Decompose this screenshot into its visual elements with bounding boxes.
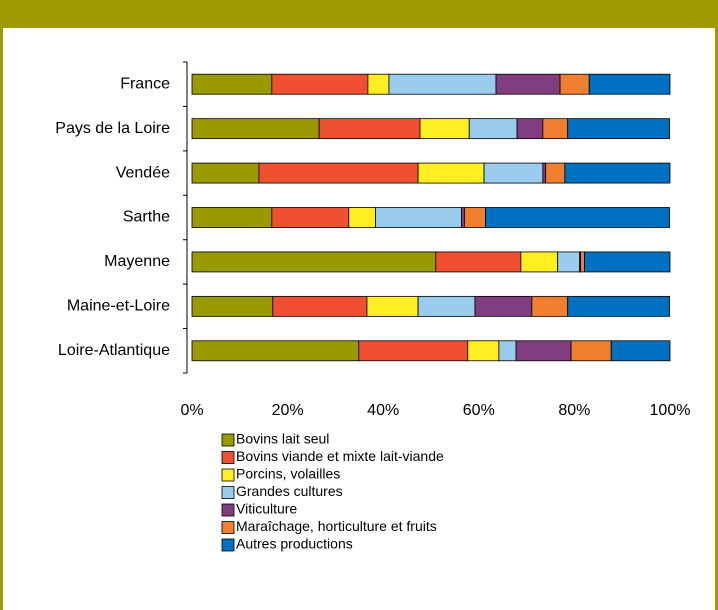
bar-segment	[542, 118, 569, 140]
bar-segment	[461, 207, 465, 228]
bar-segment	[191, 118, 320, 140]
bar-segment	[474, 295, 533, 317]
y-tick-label: France	[120, 75, 170, 92]
bar-segment	[464, 207, 486, 228]
bar-segment	[375, 207, 462, 228]
bar-segment	[419, 118, 470, 140]
bar-segment	[358, 340, 469, 362]
bar-segment	[516, 118, 544, 140]
legend-label: Viticulture	[236, 501, 297, 517]
bar-segment	[610, 340, 671, 362]
bar-segment	[191, 295, 274, 317]
bar-segment	[559, 73, 590, 95]
bar-segment	[191, 207, 273, 228]
bar-segment	[271, 73, 369, 95]
header-band	[0, 0, 718, 28]
bar-segment	[191, 73, 273, 95]
x-tick-label: 60%	[463, 402, 495, 419]
legend-swatch	[221, 521, 235, 534]
bar-segment	[388, 73, 497, 95]
bar-segment	[191, 340, 360, 362]
bar-segment	[483, 162, 544, 184]
bar-segment	[366, 295, 419, 317]
bar-segment	[584, 251, 671, 273]
bar-segment	[485, 207, 670, 228]
bar-segment	[258, 162, 419, 184]
legend-label: Bovins viande et mixte lait-viande	[236, 448, 444, 464]
bar-segment	[545, 162, 566, 184]
legend-label: Maraîchage, horticulture et fruits	[236, 518, 437, 534]
bar-segment	[271, 207, 350, 228]
bar-segment	[367, 73, 390, 95]
y-tick-label: Vendée	[116, 164, 170, 181]
bar-segment	[520, 251, 559, 273]
bar-segment	[191, 162, 260, 184]
bar-segment	[467, 340, 500, 362]
x-tick-label: 20%	[272, 402, 304, 419]
bar-segment	[570, 340, 612, 362]
legend-swatch	[221, 451, 235, 464]
legend-swatch	[221, 503, 235, 517]
bar-segment	[564, 162, 671, 184]
bar-segment	[498, 340, 517, 362]
y-tick-label: Pays de la Loire	[55, 120, 170, 137]
bar-segment	[531, 295, 569, 317]
bar-segment	[272, 295, 368, 317]
legend-label: Autres productions	[236, 536, 353, 552]
bar-segment	[435, 251, 522, 273]
bar-segment	[417, 295, 476, 317]
legend-swatch	[221, 433, 235, 447]
bar-segment	[567, 118, 670, 140]
x-tick-label: 0%	[180, 402, 203, 419]
x-tick-label: 40%	[367, 402, 399, 419]
frame-left	[0, 0, 3, 610]
legend-swatch	[221, 486, 235, 499]
x-tick-label: 80%	[558, 402, 590, 419]
bar-segment	[318, 118, 421, 140]
bar-segment	[542, 162, 547, 184]
legend-label: Grandes cultures	[236, 483, 343, 499]
x-tick-label: 100%	[650, 402, 691, 419]
y-tick-label: Mayenne	[104, 253, 170, 270]
bar-segment	[468, 118, 518, 140]
legend-label: Porcins, volailles	[236, 466, 340, 482]
legend-swatch	[221, 538, 235, 552]
bar-segment	[191, 251, 437, 273]
legend-label: Bovins lait seul	[236, 431, 329, 447]
bar-segment	[515, 340, 572, 362]
bar-segment	[348, 207, 376, 228]
y-tick-label: Maine-et-Loire	[67, 298, 170, 315]
bar-segment	[495, 73, 561, 95]
bar-segment	[417, 162, 485, 184]
legend-swatch	[221, 468, 235, 482]
y-tick-label: Sarthe	[123, 209, 170, 226]
bar-segment	[567, 295, 670, 317]
y-tick-label: Loire-Atlantique	[58, 342, 170, 359]
frame-right	[715, 0, 718, 610]
bar-segment	[588, 73, 671, 95]
bar-segment	[557, 251, 581, 273]
bar-segment	[580, 251, 585, 273]
